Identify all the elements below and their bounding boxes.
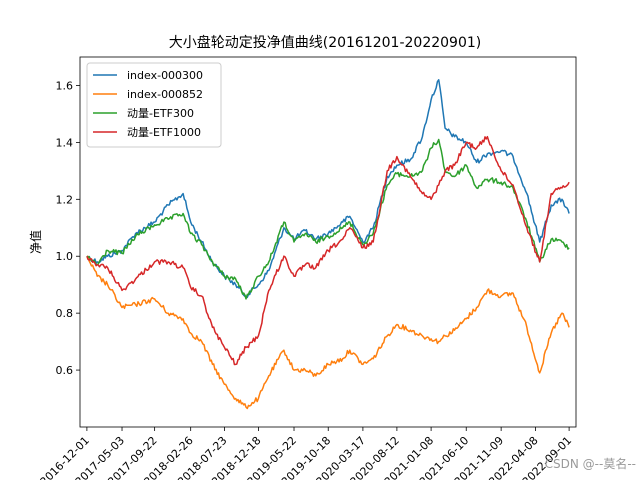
- y-tick-label: 0.6: [56, 364, 74, 377]
- legend-label: index-000300: [127, 69, 203, 82]
- legend-label: 动量-ETF1000: [127, 126, 201, 139]
- legend-label: index-000852: [127, 88, 203, 101]
- series-line-3: [86, 135, 570, 366]
- legend-label: 动量-ETF300: [127, 107, 194, 120]
- chart-title: 大小盘轮动定投净值曲线(20161201-20220901): [169, 34, 482, 51]
- series-line-0: [86, 79, 570, 299]
- watermark: CSDN @--莫名--: [545, 456, 636, 471]
- y-tick-label: 1.6: [56, 79, 74, 92]
- series-layer: [86, 79, 570, 410]
- legend: index-000300 index-000852 动量-ETF300 动量-ETF1…: [86, 62, 222, 148]
- y-tick-label: 1.0: [56, 250, 74, 263]
- series-line-2: [86, 138, 570, 300]
- y-axis-label: 净值: [28, 230, 43, 254]
- y-axis: 0.6 0.8 1.0 1.2 1.4 1.6: [56, 79, 80, 377]
- series-line-1: [86, 255, 570, 410]
- y-tick-label: 1.2: [56, 193, 74, 206]
- y-tick-label: 0.8: [56, 307, 74, 320]
- legend-box: [86, 62, 222, 148]
- y-tick-label: 1.4: [56, 136, 74, 149]
- x-axis: 2016-12-012017-05-032017-09-222018-02-26…: [38, 427, 574, 480]
